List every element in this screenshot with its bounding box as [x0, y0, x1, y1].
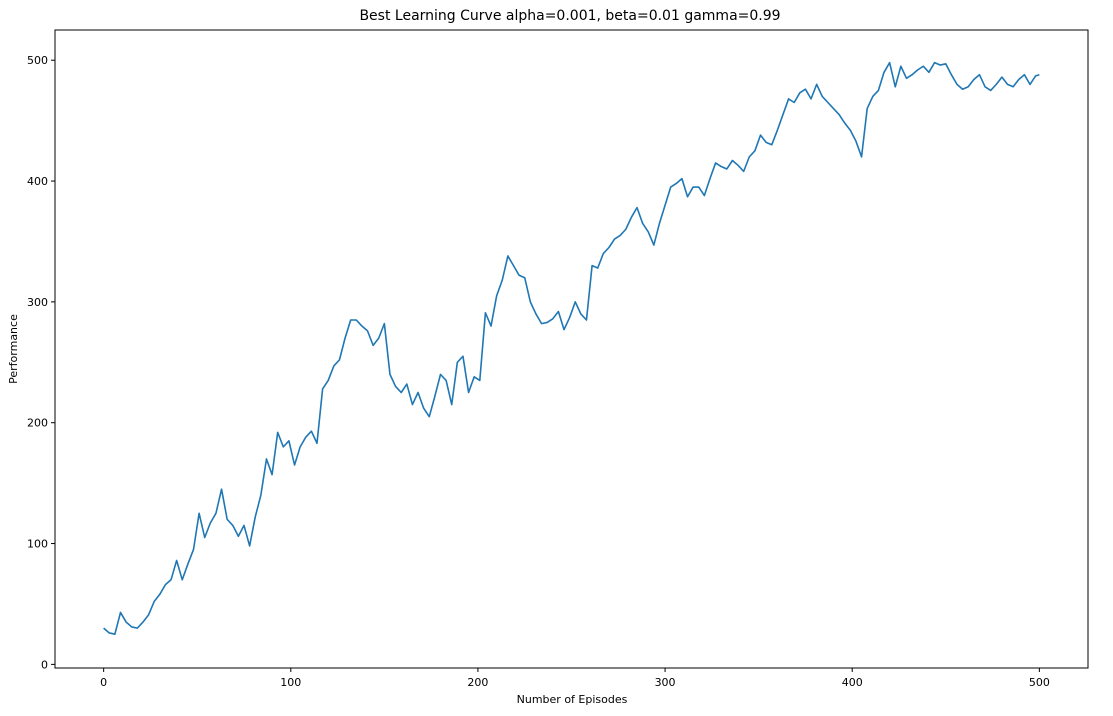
x-tick-label: 200 — [467, 676, 488, 689]
x-tick-label: 100 — [280, 676, 301, 689]
x-tick-label: 500 — [1029, 676, 1050, 689]
x-tick-label: 0 — [100, 676, 107, 689]
y-tick-label: 100 — [27, 538, 48, 551]
plot-area — [103, 61, 1040, 635]
y-tick-label: 0 — [41, 658, 48, 671]
y-tick-label: 300 — [27, 296, 48, 309]
y-tick-label: 200 — [27, 417, 48, 430]
axes-frame — [54, 29, 1089, 669]
x-tick-label: 300 — [655, 676, 676, 689]
axis-ticks: 0 100 200 300 400 500 0 100 200 300 400 500 — [27, 54, 1050, 689]
chart-title: Best Learning Curve alpha=0.001, beta=0.… — [359, 8, 780, 24]
x-axis-label: Number of Episodes — [517, 693, 628, 706]
y-tick-label: 400 — [27, 175, 48, 188]
y-axis-label: Performance — [7, 314, 20, 384]
x-tick-label: 400 — [842, 676, 863, 689]
y-tick-label: 500 — [27, 54, 48, 67]
series-line — [103, 61, 1040, 635]
